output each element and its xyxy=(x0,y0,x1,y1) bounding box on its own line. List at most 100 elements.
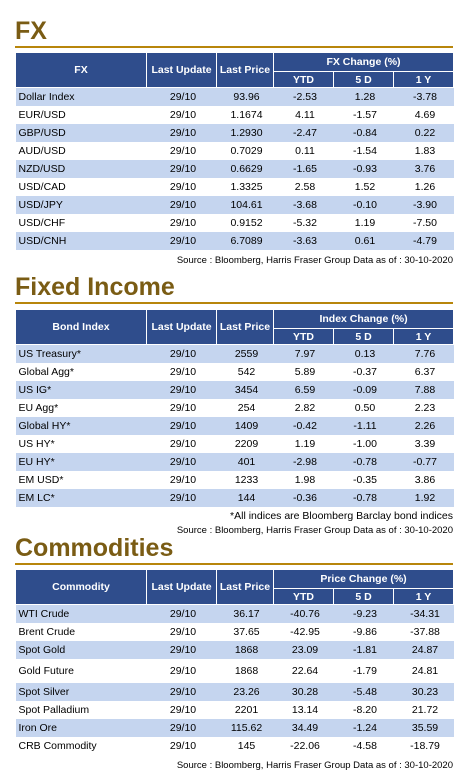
row-name: AUD/USD xyxy=(15,141,147,160)
fx-title: FX xyxy=(15,17,47,45)
row-name: WTI Crude xyxy=(15,604,147,623)
fx-title-rule xyxy=(15,46,453,48)
row-last-update: 29/10 xyxy=(146,604,217,623)
row-last-update: 29/10 xyxy=(146,488,217,507)
row-ytd: -0.36 xyxy=(273,488,334,507)
row-ytd: -40.76 xyxy=(273,604,334,623)
row-last-price: 1.3325 xyxy=(216,177,274,196)
row-last-update: 29/10 xyxy=(146,398,217,417)
row-5d: -0.10 xyxy=(333,195,394,214)
row-last-price: 1868 xyxy=(216,658,274,683)
row-1y: -0.77 xyxy=(393,452,454,471)
fixed-income-source: Source : Bloomberg, Harris Fraser Group … xyxy=(176,524,453,536)
row-1y: -18.79 xyxy=(393,736,454,755)
fx-header-ytd: YTD xyxy=(273,71,334,88)
row-ytd: 2.82 xyxy=(273,398,334,417)
row-name: CRB Commodity xyxy=(15,736,147,755)
table-row: EU HY* 29/10 401 -2.98 -0.78 -0.77 xyxy=(15,452,454,471)
fi-header-1y: 1 Y xyxy=(392,328,455,345)
row-last-update: 29/10 xyxy=(146,434,217,453)
row-5d: 1.52 xyxy=(333,177,394,196)
table-row: US HY* 29/10 2209 1.19 -1.00 3.39 xyxy=(15,434,454,453)
row-ytd: 13.14 xyxy=(273,700,334,719)
fx-header-last-update: Last Update xyxy=(146,52,217,88)
row-last-update: 29/10 xyxy=(146,123,217,142)
table-row: Spot Palladium 29/10 2201 13.14 -8.20 21.72 xyxy=(15,700,454,719)
row-name: Global HY* xyxy=(15,416,147,435)
com-header-ytd: YTD xyxy=(273,588,334,605)
row-5d: 1.19 xyxy=(333,213,394,232)
row-name: Gold Future xyxy=(15,658,147,683)
fi-header-5d: 5 D xyxy=(333,328,394,345)
row-last-update: 29/10 xyxy=(146,416,217,435)
fi-header-ytd: YTD xyxy=(273,328,334,345)
row-last-price: 23.26 xyxy=(216,682,274,701)
row-1y: -3.90 xyxy=(393,195,454,214)
row-name: US HY* xyxy=(15,434,147,453)
row-ytd: -2.47 xyxy=(273,123,334,142)
row-last-price: 401 xyxy=(216,452,274,471)
fx-header-name: FX xyxy=(15,52,147,88)
com-header-5d: 5 D xyxy=(333,588,394,605)
table-row: EU Agg* 29/10 254 2.82 0.50 2.23 xyxy=(15,398,454,417)
row-ytd: 1.98 xyxy=(273,470,334,489)
row-last-price: 1.1674 xyxy=(216,105,274,124)
row-1y: 1.26 xyxy=(393,177,454,196)
row-name: US IG* xyxy=(15,380,147,399)
row-last-update: 29/10 xyxy=(146,658,217,683)
table-row: USD/CAD 29/10 1.3325 2.58 1.52 1.26 xyxy=(15,177,454,196)
com-header-last-update: Last Update xyxy=(146,569,217,605)
row-last-update: 29/10 xyxy=(146,213,217,232)
row-last-price: 1409 xyxy=(216,416,274,435)
row-ytd: 2.58 xyxy=(273,177,334,196)
row-5d: -0.93 xyxy=(333,159,394,178)
commodities-title-rule xyxy=(15,563,453,565)
fi-header-last-update: Last Update xyxy=(146,309,217,345)
row-1y: -7.50 xyxy=(393,213,454,232)
table-row: EM USD* 29/10 1233 1.98 -0.35 3.86 xyxy=(15,470,454,489)
row-ytd: -42.95 xyxy=(273,622,334,641)
row-5d: -1.81 xyxy=(333,640,394,659)
row-ytd: 22.64 xyxy=(273,658,334,683)
row-last-price: 0.9152 xyxy=(216,213,274,232)
row-5d: -1.24 xyxy=(333,718,394,737)
row-5d: -5.48 xyxy=(333,682,394,701)
row-name: USD/CAD xyxy=(15,177,147,196)
table-row: EUR/USD 29/10 1.1674 4.11 -1.57 4.69 xyxy=(15,105,454,124)
table-row: Global HY* 29/10 1409 -0.42 -1.11 2.26 xyxy=(15,416,454,435)
row-5d: -9.86 xyxy=(333,622,394,641)
row-ytd: -3.63 xyxy=(273,231,334,250)
row-1y: 4.69 xyxy=(393,105,454,124)
row-last-price: 144 xyxy=(216,488,274,507)
row-last-price: 36.17 xyxy=(216,604,274,623)
row-1y: 3.39 xyxy=(393,434,454,453)
row-name: USD/CHF xyxy=(15,213,147,232)
row-ytd: -1.65 xyxy=(273,159,334,178)
row-5d: -9.23 xyxy=(333,604,394,623)
row-last-price: 2201 xyxy=(216,700,274,719)
row-last-update: 29/10 xyxy=(146,231,217,250)
row-ytd: -0.42 xyxy=(273,416,334,435)
row-last-update: 29/10 xyxy=(146,141,217,160)
row-ytd: 23.09 xyxy=(273,640,334,659)
table-row: WTI Crude 29/10 36.17 -40.76 -9.23 -34.31 xyxy=(15,604,454,623)
fixed-income-title: Fixed Income xyxy=(15,273,175,301)
fixed-income-note: *All indices are Bloomberg Barclay bond … xyxy=(230,509,453,522)
row-1y: 2.26 xyxy=(393,416,454,435)
row-last-price: 1.2930 xyxy=(216,123,274,142)
row-1y: -4.79 xyxy=(393,231,454,250)
row-last-update: 29/10 xyxy=(146,640,217,659)
table-row: Iron Ore 29/10 115.62 34.49 -1.24 35.59 xyxy=(15,718,454,737)
row-name: Spot Gold xyxy=(15,640,147,659)
row-name: GBP/USD xyxy=(15,123,147,142)
table-row: Spot Gold 29/10 1868 23.09 -1.81 24.87 xyxy=(15,640,454,659)
row-name: EUR/USD xyxy=(15,105,147,124)
row-5d: -4.58 xyxy=(333,736,394,755)
row-last-update: 29/10 xyxy=(146,380,217,399)
table-row: USD/CHF 29/10 0.9152 -5.32 1.19 -7.50 xyxy=(15,213,454,232)
table-row: AUD/USD 29/10 0.7029 0.11 -1.54 1.83 xyxy=(15,141,454,160)
fi-header-name: Bond Index xyxy=(15,309,147,345)
commodities-title: Commodities xyxy=(15,534,174,562)
row-last-price: 254 xyxy=(216,398,274,417)
row-1y: 35.59 xyxy=(393,718,454,737)
